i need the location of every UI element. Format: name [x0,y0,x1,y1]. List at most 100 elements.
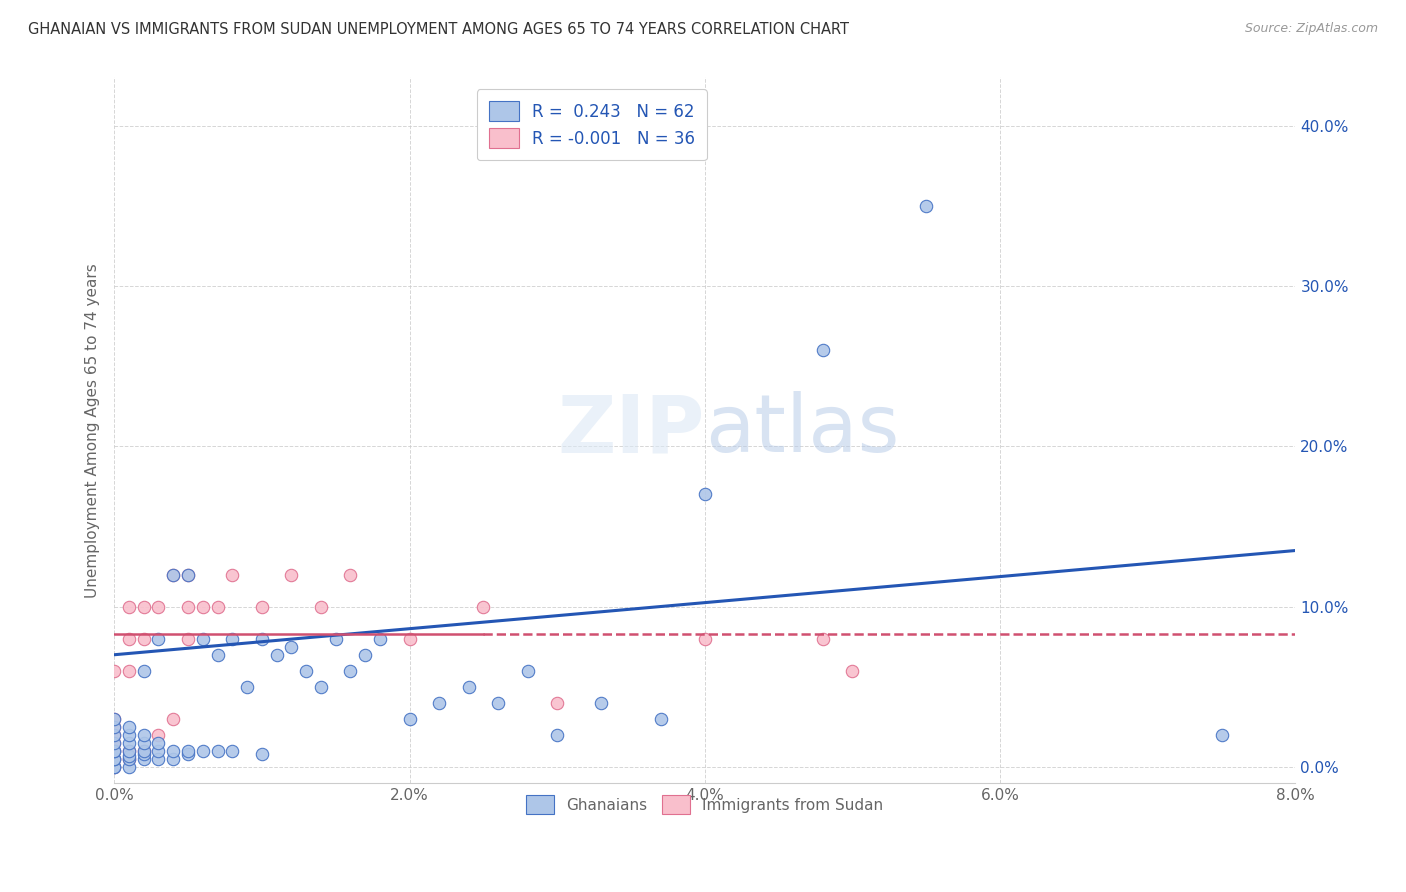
Point [266,648,288,662]
Point [118,736,141,750]
Point [591,696,613,710]
Point [103,736,125,750]
Point [546,696,568,710]
Point [207,744,229,758]
Point [177,567,200,582]
Point [132,736,155,750]
Point [118,728,141,742]
Point [103,712,125,726]
Point [148,599,170,614]
Point [309,599,332,614]
Text: atlas: atlas [704,392,900,469]
Point [207,648,229,662]
Point [398,632,420,646]
Point [162,744,184,758]
Point [221,744,243,758]
Point [118,744,141,758]
Text: ZIP: ZIP [558,392,704,469]
Point [546,728,568,742]
Point [132,664,155,678]
Point [472,599,495,614]
Point [103,728,125,742]
Text: GHANAIAN VS IMMIGRANTS FROM SUDAN UNEMPLOYMENT AMONG AGES 65 TO 74 YEARS CORRELA: GHANAIAN VS IMMIGRANTS FROM SUDAN UNEMPL… [28,22,849,37]
Point [132,744,155,758]
Y-axis label: Unemployment Among Ages 65 to 74 years: Unemployment Among Ages 65 to 74 years [86,263,100,598]
Point [148,632,170,646]
Point [148,744,170,758]
Point [103,744,125,758]
Point [148,728,170,742]
Point [132,747,155,761]
Point [118,599,141,614]
Point [368,632,391,646]
Point [295,664,318,678]
Point [207,599,229,614]
Point [325,632,347,646]
Point [118,664,141,678]
Legend: Ghanaians, Immigrants from Sudan: Ghanaians, Immigrants from Sudan [516,785,894,825]
Text: Source: ZipAtlas.com: Source: ZipAtlas.com [1244,22,1378,36]
Point [250,747,273,761]
Point [162,567,184,582]
Point [280,640,302,654]
Point [103,752,125,766]
Point [427,696,450,710]
Point [103,752,125,766]
Point [103,760,125,774]
Point [191,632,214,646]
Point [516,664,538,678]
Point [103,752,125,766]
Point [841,664,863,678]
Point [811,343,834,357]
Point [191,744,214,758]
Point [915,199,938,213]
Point [132,728,155,742]
Point [103,760,125,774]
Point [148,752,170,766]
Point [1211,728,1233,742]
Point [132,599,155,614]
Point [236,680,259,694]
Point [103,720,125,734]
Point [132,752,155,766]
Point [103,760,125,774]
Point [339,664,361,678]
Point [250,632,273,646]
Point [177,632,200,646]
Point [457,680,479,694]
Point [162,567,184,582]
Point [177,567,200,582]
Point [162,752,184,766]
Point [103,712,125,726]
Point [162,712,184,726]
Point [103,736,125,750]
Point [118,752,141,766]
Point [191,599,214,614]
Point [103,744,125,758]
Point [103,744,125,758]
Point [221,632,243,646]
Point [118,720,141,734]
Point [280,567,302,582]
Point [103,728,125,742]
Point [132,744,155,758]
Point [177,599,200,614]
Point [177,744,200,758]
Point [650,712,672,726]
Point [118,632,141,646]
Point [103,720,125,734]
Point [118,760,141,774]
Point [118,748,141,763]
Point [398,712,420,726]
Point [132,632,155,646]
Point [309,680,332,694]
Point [118,752,141,766]
Point [339,567,361,582]
Point [693,487,716,501]
Point [177,747,200,761]
Point [221,567,243,582]
Point [148,736,170,750]
Point [118,744,141,758]
Point [811,632,834,646]
Point [250,599,273,614]
